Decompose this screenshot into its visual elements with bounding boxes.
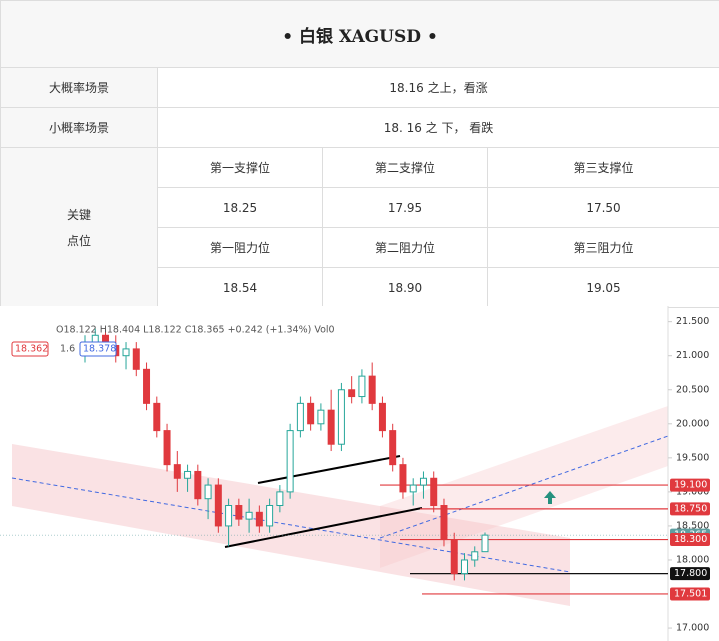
price-tag [670,478,710,492]
price-tag-label: 19.100 [674,480,707,491]
candle-body [296,402,304,432]
cell: 18.16 之上，看涨 [157,67,719,108]
ohlc-header: O18.122 H18.404 L18.122 C18.365 +0.242 (… [56,325,335,336]
cell: 17.95 [322,187,488,228]
channel-mid [379,435,669,539]
candle-body [481,534,489,553]
candle-body [194,470,202,500]
candle-body [337,389,345,445]
price-tag [670,502,710,516]
arrow [544,491,556,504]
cell: 第二支撑位 [322,147,488,188]
cell: 18.90 [322,267,488,308]
cell: 18. 16 之 下， 看跌 [157,107,719,148]
cell: 18.25 [157,187,323,228]
candle-body [348,389,356,398]
candle-body [368,375,376,404]
price-tag [670,567,710,581]
title: • 白银 XAGUSD • [0,0,719,68]
trend-line [224,507,423,548]
cell: 17.50 [487,187,719,228]
y-tick-label: 20.500 [676,384,709,395]
candle-body [419,477,427,486]
y-tick-label: 19.000 [676,486,709,497]
y-tick-label: 21.500 [676,316,709,327]
candle-body [389,430,397,466]
candle-body [317,409,325,425]
cell: 18.54 [157,267,323,308]
candle-body [307,402,315,425]
cell: 19.05 [487,267,719,308]
candle-body [184,470,192,479]
candle-body [430,477,438,507]
candle-body [122,348,130,357]
candle-body [132,348,140,370]
candle-body [460,559,468,575]
channel [380,406,668,568]
label: 大概率场景 [0,67,158,108]
price-tag [670,533,710,547]
candle-body [409,484,417,493]
analysis-table: • 白银 XAGUSD • 大概率场景 18.16 之上，看涨 小概率场景 18. … [0,0,719,308]
candle-body [173,464,181,479]
candle-body [358,375,366,398]
price-tag-label: 17.501 [674,588,707,599]
candle-body [255,511,263,527]
quote-box [79,341,117,357]
candle-body [163,430,171,466]
y-tick-label: 19.500 [676,452,709,463]
cell: 第一阻力位 [157,227,323,268]
candle-body [450,539,458,575]
quote-box-label: 18.362 [15,344,48,355]
candle-body [214,484,222,527]
candle-body [143,368,151,404]
y-tick-label: 18.500 [676,520,709,531]
quote-box [11,341,49,357]
y-tick-label: 18.000 [676,554,709,565]
label: 点位 [66,233,91,248]
candle-body [204,484,212,500]
candle-body [245,511,253,520]
label: 关键 点位 [0,147,158,308]
price-tag-label: 17.800 [674,568,707,579]
candle-body [378,402,386,432]
label: 小概率场景 [0,107,158,148]
y-tick-label: 17.000 [676,623,709,634]
candle-body [225,505,233,527]
candle-body [327,409,335,445]
candle-body [471,551,479,561]
cell: 第二阻力位 [322,227,488,268]
candle-body [266,505,274,527]
chart: 17.000 18.000 18.500 19.000 19.500 20.000 20.5… [0,306,710,641]
price-tag [670,587,710,601]
quote-box-label: 18.378 [83,344,116,355]
label: 关键 [66,207,91,222]
trend-line [257,455,401,484]
y-tick-label: 21.000 [676,350,709,361]
price-tag-label: 18.750 [674,503,707,514]
candle-body [399,464,407,493]
candle-body [276,491,284,507]
candle-body [286,430,294,493]
y-tick-label: 20.000 [676,418,709,429]
candle-body [91,334,99,343]
candle-body [153,402,161,432]
candle-body [440,505,448,541]
price-tag-label: 18.300 [674,534,707,545]
candle-body [235,505,243,520]
quote-box-label: 1.6 [60,344,75,355]
cell: 第三支撑位 [487,147,719,188]
cell: 第一支撑位 [157,147,323,188]
cell: 第三阻力位 [487,227,719,268]
